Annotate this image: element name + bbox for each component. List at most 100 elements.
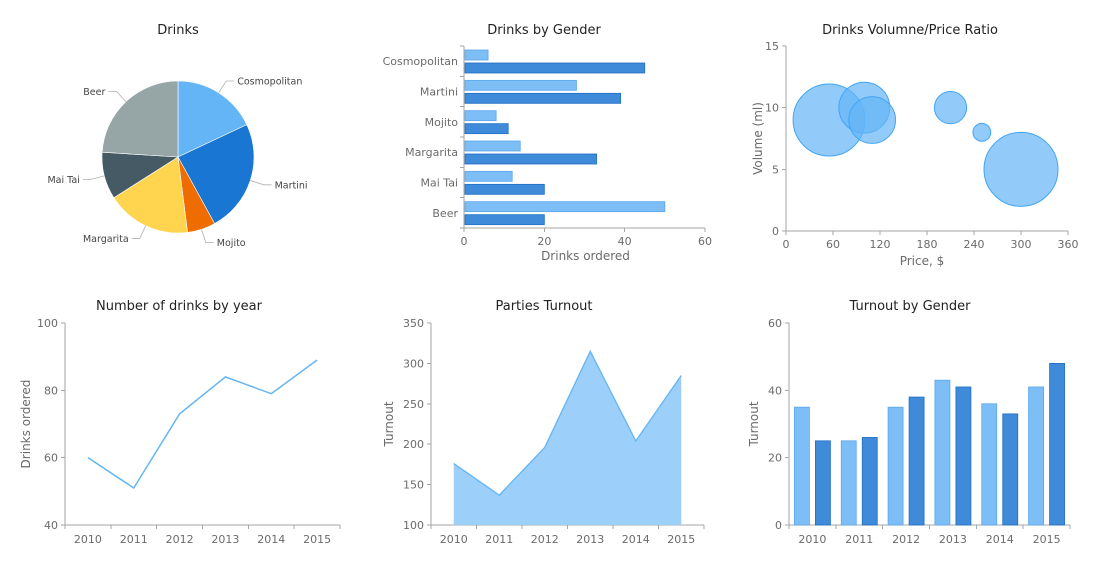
x-tick-label: 180 (917, 238, 938, 251)
bar (861, 437, 878, 526)
category-label: Mai Tai (421, 177, 458, 190)
y-tick-label: 80 (44, 384, 58, 397)
pie-leader-line (131, 225, 147, 239)
x-tick-label: 40 (618, 235, 632, 248)
x-tick-label: 360 (1058, 238, 1079, 251)
y-axis-title: Turnout (382, 401, 396, 447)
pie-leader-line (201, 229, 214, 243)
pie-leader-line (108, 90, 127, 102)
bar (464, 92, 622, 104)
pie-label: Margarita (83, 234, 129, 245)
bar (464, 110, 497, 122)
bar (464, 153, 597, 165)
bar (934, 379, 951, 526)
x-tick-label: 2014 (257, 533, 285, 546)
x-tick-label: 2012 (892, 533, 920, 546)
bubble-point (972, 122, 992, 142)
x-tick-label: 2011 (845, 533, 873, 546)
y-axis-title: Drinks ordered (19, 380, 33, 469)
drinks-by-year-chart: Number of drinks by year 40 60 80 100 2010 201… (19, 299, 341, 546)
x-tick-label: 2012 (531, 533, 559, 546)
pie-label: Mai Tai (47, 175, 79, 186)
x-tick-label: 2010 (798, 533, 826, 546)
chart-title: Parties Turnout (495, 299, 592, 314)
series-line (87, 359, 318, 490)
bar (464, 62, 646, 74)
area-fill (453, 351, 682, 525)
pie-slice-5 (101, 80, 179, 158)
y-tick-label: 150 (403, 479, 424, 492)
bar (815, 440, 831, 526)
bubble-point (933, 91, 968, 125)
pie-slice-1 (177, 124, 255, 225)
x-tick-label: 2011 (485, 533, 513, 546)
y-tick-label: 350 (403, 317, 424, 330)
category-label: Beer (432, 207, 458, 220)
x-tick-label: 2015 (303, 533, 331, 546)
y-tick-label: 100 (37, 317, 58, 330)
x-axis-title: Drinks ordered (541, 249, 630, 263)
x-tick-label: 2010 (74, 533, 102, 546)
y-tick-label: 10 (765, 102, 779, 115)
bar (464, 79, 577, 91)
x-axis-title: Price, $ (900, 254, 945, 268)
y-tick-label: 15 (765, 40, 779, 53)
pie-leader-line (218, 80, 235, 94)
x-tick-label: 2014 (622, 533, 650, 546)
bar (1002, 413, 1019, 526)
bar (464, 214, 545, 226)
bar (464, 123, 509, 135)
chart-title: Drinks Volumne/Price Ratio (822, 23, 998, 38)
y-tick-label: 250 (403, 398, 424, 411)
category-label: Cosmopolitan (383, 55, 458, 68)
x-tick-label: 2013 (211, 533, 239, 546)
chart-title: Number of drinks by year (96, 299, 263, 314)
x-tick-label: 2013 (576, 533, 604, 546)
bar (840, 440, 857, 526)
bar (464, 201, 666, 213)
chart-title: Turnout by Gender (849, 299, 972, 314)
bar (464, 140, 521, 152)
x-tick-label: 240 (964, 238, 985, 251)
x-tick-label: 2015 (667, 533, 695, 546)
bar (1028, 386, 1044, 526)
y-tick-label: 100 (403, 519, 424, 532)
x-tick-label: 120 (870, 238, 891, 251)
y-axis-title: Volume (ml) (751, 102, 765, 175)
pie-label: Beer (83, 87, 105, 98)
bar (981, 403, 998, 526)
category-label: Margarita (405, 146, 458, 159)
pie-leader-line (250, 180, 272, 186)
chart-title: Drinks by Gender (487, 23, 601, 38)
x-tick-label: 0 (461, 235, 468, 248)
bubble-point (848, 96, 897, 144)
bar (464, 183, 545, 195)
category-label: Martini (420, 86, 458, 99)
parties-turnout-chart: Parties Turnout 100 150 200 250 300 350 2010 201… (382, 299, 705, 546)
drinks-pie-chart: Drinks Cosmopolitan Martini Mojito Margarita… (47, 23, 308, 249)
y-tick-label: 5 (772, 163, 779, 176)
x-tick-label: 300 (1011, 238, 1032, 251)
bar (908, 396, 925, 526)
pie-label: Martini (275, 180, 308, 191)
bar (464, 170, 513, 182)
y-tick-label: 0 (772, 225, 779, 238)
x-tick-label: 20 (537, 235, 551, 248)
volume-price-ratio-chart: Drinks Volumne/Price Ratio 0 5 10 15 0 60 120 18… (751, 23, 1079, 268)
bar (1049, 363, 1065, 526)
drinks-by-gender-chart: Drinks by Gender Cosmopolitan Martini Mojit… (383, 23, 712, 263)
x-tick-label: 60 (826, 238, 840, 251)
y-tick-label: 200 (403, 438, 424, 451)
x-tick-label: 2011 (120, 533, 148, 546)
bar (794, 406, 810, 526)
chart-title: Drinks (157, 23, 199, 38)
turnout-by-gender-chart: Turnout by Gender 0 20 40 60 2010 2011 2012 2013… (747, 299, 1071, 546)
area-line (453, 349, 682, 496)
bubble-point (983, 131, 1059, 207)
y-tick-label: 20 (768, 452, 782, 465)
pie-label: Cosmopolitan (237, 77, 302, 88)
y-tick-label: 40 (44, 519, 58, 532)
y-tick-label: 60 (768, 317, 782, 330)
x-tick-label: 0 (783, 238, 790, 251)
y-tick-label: 60 (44, 452, 58, 465)
